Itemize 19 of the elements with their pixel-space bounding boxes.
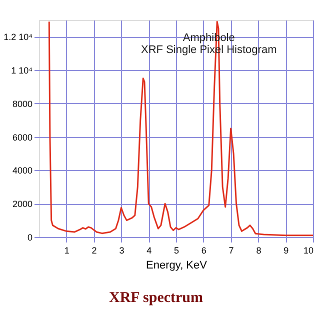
y-tick-label: 1 10⁴ [11,66,33,76]
y-tick-label: 0 [27,232,32,242]
x-axis-title: Energy, KeV [146,260,208,272]
y-tick-label: 8000 [12,98,32,109]
text: XRF spectrum [108,290,204,306]
y-tick-label: 1.2 10⁴ [4,32,33,42]
x-tick-label: 4 [146,246,152,256]
x-tick-label: 3 [119,246,124,256]
x-tick-label: 8 [256,246,262,256]
x-tick-label: 1 [64,246,70,256]
x-tick-label: 10 [303,246,314,256]
y-tick-label: 6000 [12,132,32,142]
y-tick-label: 4000 [12,166,32,176]
x-tick-label: 6 [201,246,206,256]
x-tick-label: 5 [174,246,180,256]
x-tick-label: 2 [92,246,97,256]
y-tick-label: 2000 [12,199,32,210]
x-tick-label: 7 [228,246,234,256]
x-tick-label: 9 [284,246,289,256]
